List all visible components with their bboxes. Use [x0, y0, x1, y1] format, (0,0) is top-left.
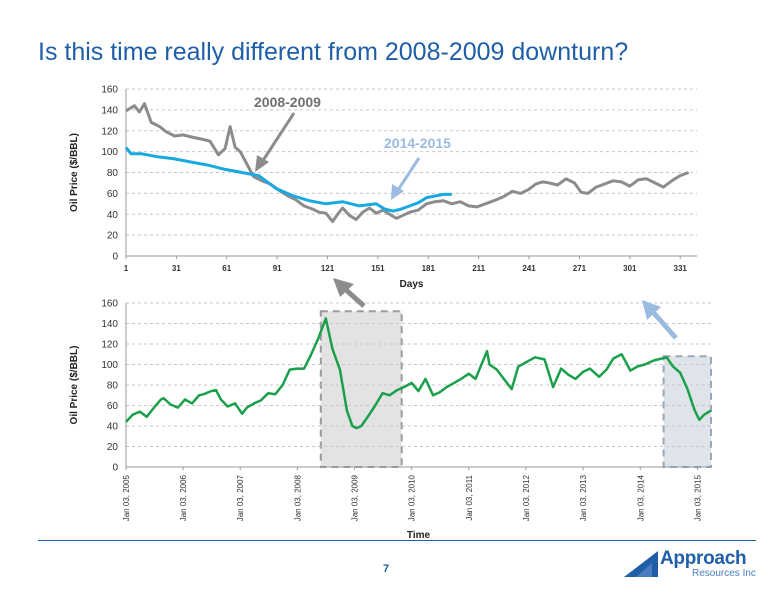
x-tick-label: Jan 03, 2006	[179, 474, 188, 521]
company-logo: Approach Resources Inc	[622, 546, 762, 582]
annotation-2014-2015: 2014-2015	[384, 135, 451, 151]
x-tick-label: Jan 03, 2007	[236, 474, 245, 521]
charts-svg: 0 20 40 60 80 100 120 140 160 1 31 61 91 121 151 181 211…	[69, 85, 713, 540]
x-tick-label: Jan 03, 2011	[465, 474, 474, 520]
x-tick-label: 121	[321, 264, 335, 273]
x-tick-label: 181	[422, 264, 436, 273]
y-tick-label: 60	[107, 189, 119, 200]
y-tick-label: 120	[101, 126, 118, 137]
x-tick-label: Jan 03, 2010	[408, 474, 417, 521]
annotation-arrowhead-2014-2015	[391, 184, 404, 200]
y-tick-label: 20	[107, 442, 119, 453]
y-tick-label: 100	[101, 360, 118, 371]
connector-arrow-2014-2015	[650, 309, 678, 340]
slide-title: Is this time really different from 2008-…	[38, 38, 629, 66]
y-tick-label: 40	[107, 422, 119, 433]
highlight-box-2014-2015	[662, 355, 713, 468]
y-tick-label: 160	[101, 299, 118, 310]
footer-divider	[38, 540, 756, 541]
y-axis-title: Oil Price ($/BBL)	[69, 133, 80, 212]
connector-arrow-2008-2009	[343, 287, 366, 308]
x-tick-label: Jan 03, 2015	[693, 474, 702, 521]
x-tick-label: 151	[371, 264, 385, 273]
x-tick-label: 211	[472, 264, 485, 273]
x-tick-label: 331	[674, 264, 688, 273]
x-tick-label: Jan 03, 2008	[293, 474, 302, 521]
y-tick-label: 0	[112, 252, 118, 263]
page-number: 7	[383, 563, 390, 575]
y-tick-label: 40	[107, 210, 119, 221]
x-tick-label: 91	[273, 264, 282, 273]
y-tick-label: 160	[101, 85, 118, 96]
connector-arrowhead-2008-2009	[333, 278, 354, 297]
annotation-arrow-2014-2015	[396, 157, 421, 191]
y-tick-label: 100	[101, 147, 118, 158]
x-tick-label: 31	[172, 264, 181, 273]
logo-subtext: Resources Inc	[692, 568, 756, 579]
y-tick-label: 0	[112, 463, 118, 474]
x-tick-label: Jan 03, 2009	[351, 474, 360, 521]
x-tick-label: Jan 03, 2012	[522, 474, 531, 521]
annotation-arrow-2008-2009	[260, 112, 296, 163]
y-tick-label: 80	[107, 381, 119, 392]
annotation-2008-2009: 2008-2009	[254, 94, 321, 110]
x-tick-label: 61	[222, 264, 231, 273]
x-tick-label: Jan 03, 2005	[122, 474, 131, 521]
x-tick-label: Jan 03, 2014	[636, 474, 645, 521]
x-tick-label: Jan 03, 2013	[579, 474, 588, 521]
x-tick-label: 241	[522, 264, 536, 273]
y-tick-label: 20	[107, 231, 119, 242]
y-tick-label: 140	[101, 319, 118, 330]
x-tick-label: 271	[573, 264, 587, 273]
series-line-2008-2009	[125, 102, 690, 224]
annotation-arrowhead-2008-2009	[255, 155, 269, 172]
series-line-wti	[125, 317, 712, 430]
y-axis-title: Oil Price ($/BBL)	[69, 346, 80, 425]
logo-text: Approach	[660, 548, 747, 569]
highlight-box-2008-2009	[319, 310, 403, 469]
x-axis-title: Days	[400, 279, 424, 290]
y-tick-label: 140	[101, 105, 118, 116]
x-tick-label: 1	[124, 264, 129, 273]
y-tick-label: 120	[101, 340, 118, 351]
x-axis-title: Time	[407, 530, 431, 540]
connector-arrowhead-2014-2015	[642, 300, 661, 320]
y-tick-label: 80	[107, 168, 119, 179]
y-tick-label: 60	[107, 401, 119, 412]
series-line-2014-2015	[124, 146, 452, 213]
logo-triangle-icon	[624, 551, 658, 577]
x-tick-label: 301	[623, 264, 637, 273]
